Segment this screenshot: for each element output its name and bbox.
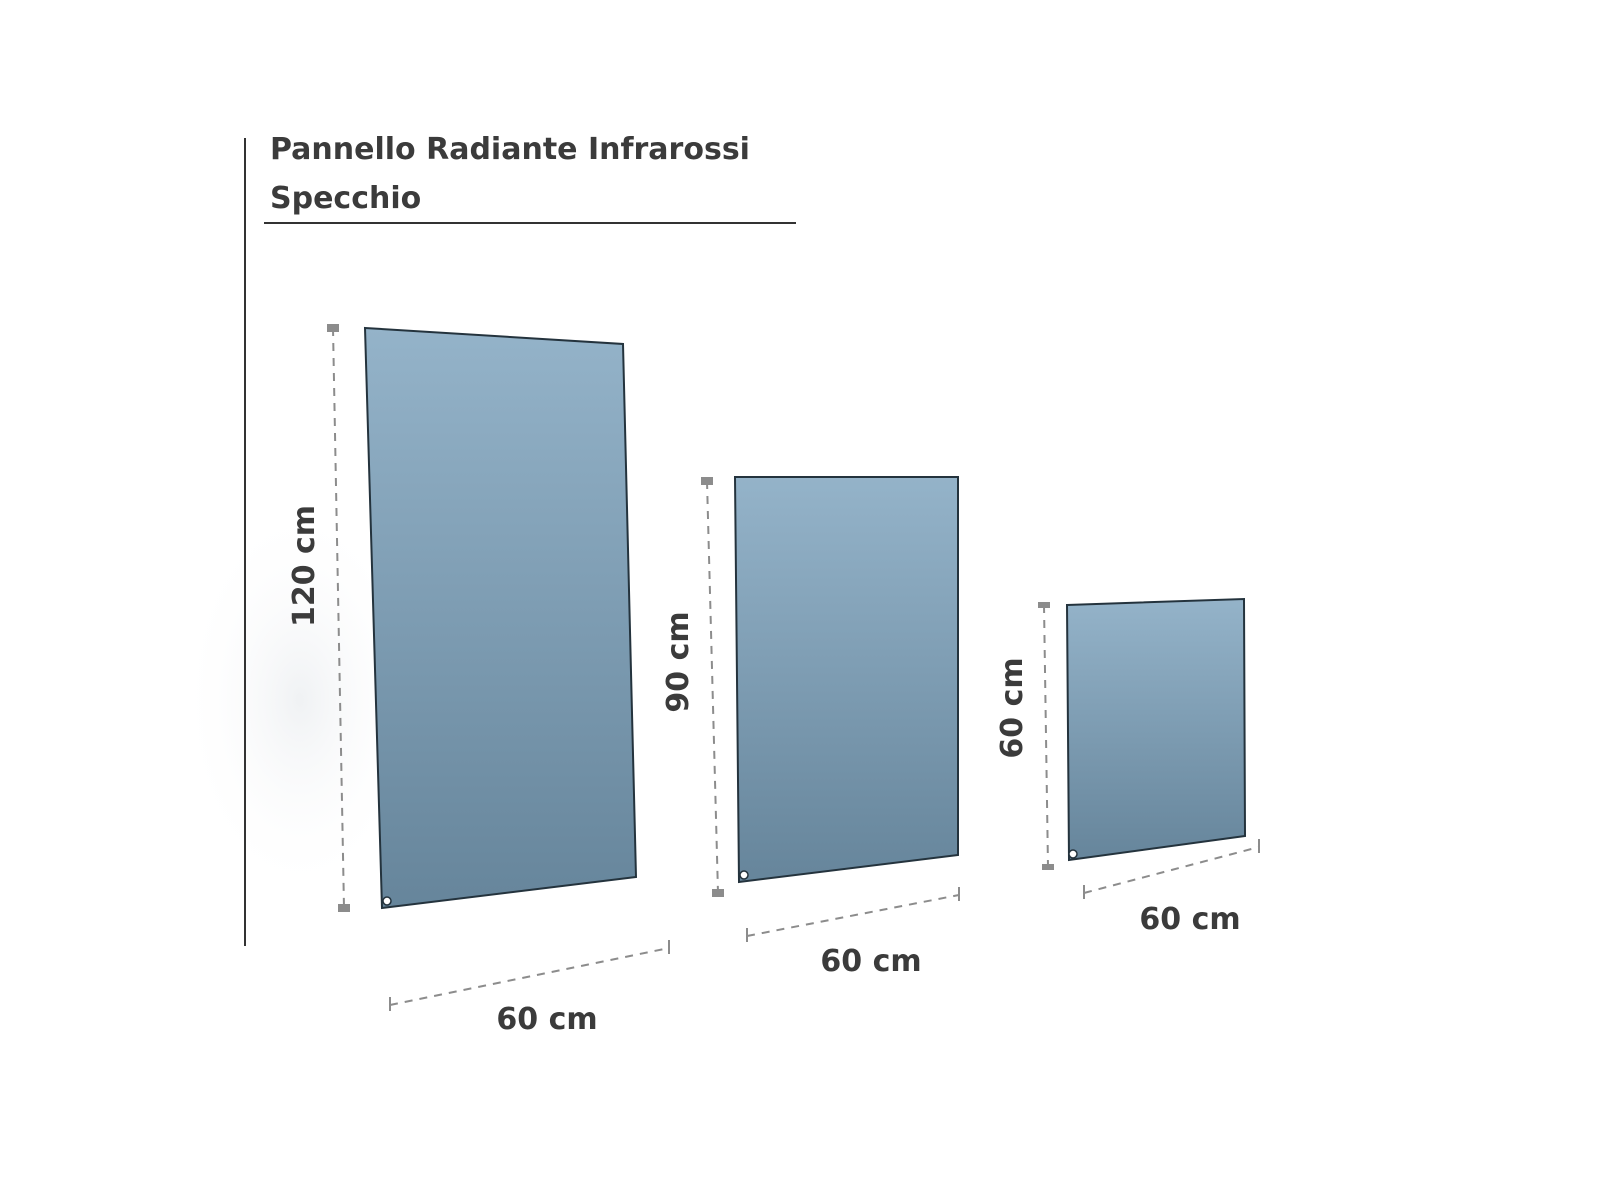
height-label: 120 cm	[287, 505, 322, 627]
height-dimension	[332, 327, 345, 909]
panel	[1065, 597, 1247, 862]
title-line: Specchio	[270, 181, 421, 216]
title-line: Pannello Radiante Infrarossi	[270, 132, 750, 167]
height-label: 90 cm	[661, 611, 696, 712]
dimension-cap	[712, 889, 724, 897]
dimension-cap	[338, 904, 350, 912]
height-dimension	[1043, 604, 1049, 868]
width-dimension	[746, 894, 960, 937]
screw	[739, 870, 749, 880]
dimension-cap	[1042, 864, 1054, 870]
screw	[382, 896, 392, 906]
height-dimension	[706, 480, 719, 894]
width-dimension	[1083, 846, 1260, 894]
screw	[1068, 849, 1078, 859]
width-label: 60 cm	[496, 1002, 597, 1037]
dimension-cap	[1038, 602, 1050, 608]
panel	[733, 476, 959, 884]
dimension-cap	[327, 324, 339, 332]
width-dimension	[389, 947, 670, 1006]
width-label: 60 cm	[1139, 902, 1240, 937]
height-label: 60 cm	[995, 657, 1030, 758]
panel	[363, 326, 638, 910]
dimension-cap	[701, 477, 713, 485]
shadow	[180, 500, 420, 900]
width-label: 60 cm	[820, 944, 921, 979]
